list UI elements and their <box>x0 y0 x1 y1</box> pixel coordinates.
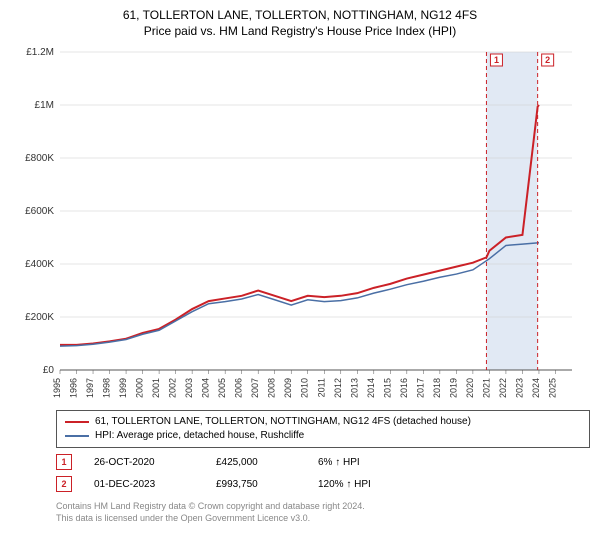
svg-text:2022: 2022 <box>498 378 508 398</box>
svg-text:1997: 1997 <box>85 378 95 398</box>
sale-delta: 6% ↑ HPI <box>318 457 360 468</box>
line-chart-svg: £0£200K£400K£600K£800K£1M£1.2M1995199619… <box>56 44 576 404</box>
legend-item: HPI: Average price, detached house, Rush… <box>65 429 581 443</box>
title-address: 61, TOLLERTON LANE, TOLLERTON, NOTTINGHA… <box>10 8 590 22</box>
svg-text:1: 1 <box>494 55 499 65</box>
legend-swatch <box>65 421 89 423</box>
svg-text:2018: 2018 <box>432 378 442 398</box>
legend-item: 61, TOLLERTON LANE, TOLLERTON, NOTTINGHA… <box>65 415 581 429</box>
svg-text:2008: 2008 <box>267 378 277 398</box>
svg-text:2009: 2009 <box>283 378 293 398</box>
footer-line2: This data is licensed under the Open Gov… <box>56 512 590 524</box>
chart-plot-area: £0£200K£400K£600K£800K£1M£1.2M1995199619… <box>56 44 576 404</box>
sale-delta: 120% ↑ HPI <box>318 479 371 490</box>
svg-text:2: 2 <box>545 55 550 65</box>
footer-line1: Contains HM Land Registry data © Crown c… <box>56 500 590 512</box>
sale-date: 01-DEC-2023 <box>94 479 194 490</box>
svg-text:2014: 2014 <box>366 378 376 398</box>
svg-text:2006: 2006 <box>234 378 244 398</box>
title-subtitle: Price paid vs. HM Land Registry's House … <box>10 24 590 38</box>
svg-text:£800K: £800K <box>25 153 54 164</box>
svg-text:£0: £0 <box>43 365 55 376</box>
svg-text:£600K: £600K <box>25 206 54 217</box>
svg-text:£400K: £400K <box>25 259 54 270</box>
legend-label: HPI: Average price, detached house, Rush… <box>95 429 304 443</box>
svg-text:2021: 2021 <box>481 378 491 398</box>
svg-text:2002: 2002 <box>168 378 178 398</box>
svg-text:2023: 2023 <box>514 378 524 398</box>
svg-text:1996: 1996 <box>69 378 79 398</box>
svg-text:2015: 2015 <box>382 378 392 398</box>
svg-text:2007: 2007 <box>250 378 260 398</box>
svg-text:1999: 1999 <box>118 378 128 398</box>
sale-marker: 2 <box>56 476 72 492</box>
sale-price: £425,000 <box>216 457 296 468</box>
svg-text:2020: 2020 <box>465 378 475 398</box>
sale-row: 1 26-OCT-2020 £425,000 6% ↑ HPI <box>56 454 590 470</box>
svg-text:2004: 2004 <box>201 378 211 398</box>
sale-date: 26-OCT-2020 <box>94 457 194 468</box>
sales-table: 1 26-OCT-2020 £425,000 6% ↑ HPI 2 01-DEC-2023… <box>10 454 590 492</box>
svg-text:1998: 1998 <box>102 378 112 398</box>
svg-text:2000: 2000 <box>135 378 145 398</box>
svg-text:2003: 2003 <box>184 378 194 398</box>
svg-text:2005: 2005 <box>217 378 227 398</box>
svg-text:2025: 2025 <box>547 378 557 398</box>
legend: 61, TOLLERTON LANE, TOLLERTON, NOTTINGHA… <box>56 410 590 448</box>
svg-text:2024: 2024 <box>531 378 541 398</box>
svg-text:2019: 2019 <box>448 378 458 398</box>
svg-text:2010: 2010 <box>300 378 310 398</box>
legend-swatch <box>65 435 89 437</box>
sale-price: £993,750 <box>216 479 296 490</box>
chart-title: 61, TOLLERTON LANE, TOLLERTON, NOTTINGHA… <box>10 8 590 38</box>
svg-text:2017: 2017 <box>415 378 425 398</box>
svg-text:£200K: £200K <box>25 312 54 323</box>
sale-marker: 1 <box>56 454 72 470</box>
svg-text:£1.2M: £1.2M <box>26 47 54 58</box>
svg-text:2011: 2011 <box>316 378 326 397</box>
legend-label: 61, TOLLERTON LANE, TOLLERTON, NOTTINGHA… <box>95 415 471 429</box>
footer-licence: Contains HM Land Registry data © Crown c… <box>56 500 590 524</box>
svg-text:2016: 2016 <box>399 378 409 398</box>
svg-text:2012: 2012 <box>333 378 343 398</box>
svg-text:£1M: £1M <box>35 100 54 111</box>
svg-text:2013: 2013 <box>349 378 359 398</box>
sale-row: 2 01-DEC-2023 £993,750 120% ↑ HPI <box>56 476 590 492</box>
svg-text:2001: 2001 <box>151 378 161 398</box>
svg-text:1995: 1995 <box>52 378 62 398</box>
